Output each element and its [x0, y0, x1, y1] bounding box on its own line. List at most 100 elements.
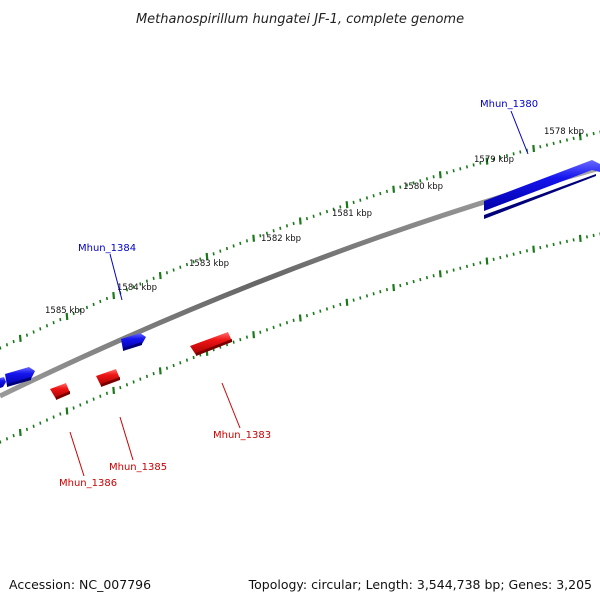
inner-tick — [492, 257, 495, 261]
inner-tick — [438, 270, 442, 278]
inner-tick — [85, 400, 89, 404]
outer-tick — [132, 285, 135, 289]
scale-label-1579: 1579 kbp — [474, 155, 514, 165]
outer-tick — [405, 183, 409, 187]
gene-label-mhun-1385: Mhun_1385 — [109, 462, 167, 473]
callout-line-mhun-1386 — [69, 431, 85, 477]
inner-tick — [79, 403, 82, 407]
outer-tick — [365, 196, 369, 200]
inner-tick — [18, 428, 22, 437]
inner-tick — [265, 328, 269, 332]
inner-tick — [99, 394, 102, 398]
outer-tick — [25, 333, 29, 337]
callout-line-mhun-1380 — [510, 110, 529, 155]
gene-mhun-1385-neighbor-forward[interactable] — [5, 367, 35, 387]
outer-tick — [325, 209, 329, 214]
outer-tick — [512, 152, 515, 156]
inner-tick — [319, 309, 322, 313]
outer-tick — [379, 191, 382, 196]
outer-tick — [105, 296, 109, 301]
gene-label-mhun-1386: Mhun_1386 — [59, 478, 117, 489]
outer-tick — [199, 257, 202, 261]
gene-mhun-1383[interactable] — [190, 332, 232, 356]
gene-mhun-1385[interactable] — [96, 369, 120, 387]
outer-tick — [565, 138, 569, 142]
gene-mhun-1380[interactable] — [484, 160, 600, 219]
scale-label-1578: 1578 kbp — [544, 127, 584, 137]
inner-tick — [425, 275, 429, 280]
inner-tick — [152, 371, 155, 376]
inner-tick — [392, 283, 396, 292]
outer-tick — [272, 229, 275, 233]
inner-tick — [45, 418, 49, 422]
inner-tick — [245, 335, 249, 339]
outer-tick — [399, 185, 402, 189]
outer-tick — [519, 150, 522, 154]
map-title: Methanospirillum hungatei JF-1, complete… — [136, 12, 464, 27]
inner-tick — [512, 252, 515, 256]
inner-tick — [399, 283, 402, 288]
outer-tick — [419, 179, 422, 183]
inner-tick — [179, 361, 182, 365]
outer-tick — [459, 167, 462, 171]
gene-mhun-1384[interactable] — [121, 333, 146, 351]
outer-tick — [532, 144, 536, 153]
outer-tick — [298, 217, 302, 225]
scale-label-1581: 1581 kbp — [332, 209, 372, 219]
outer-tick — [72, 311, 75, 316]
inner-tick — [365, 294, 369, 298]
outer-tick — [245, 239, 249, 243]
outer-tick — [225, 246, 229, 251]
gene-label-mhun-1380: Mhun_1380 — [480, 99, 538, 110]
outer-tick — [578, 133, 582, 141]
outer-tick — [172, 268, 175, 272]
outer-tick — [545, 143, 549, 147]
inner-tick — [52, 415, 55, 419]
inner-tick — [59, 412, 62, 416]
inner-tick — [158, 367, 162, 375]
inner-tick — [139, 377, 142, 381]
inner-tick — [485, 257, 489, 265]
inner-tick — [552, 242, 555, 247]
gene-edge-forward[interactable] — [0, 377, 6, 388]
inner-tick — [112, 386, 116, 395]
outer-tick — [385, 189, 389, 194]
inner-tick — [285, 321, 289, 325]
inner-tick — [252, 331, 256, 339]
scale-label-1582: 1582 kbp — [261, 234, 301, 244]
outer-tick — [65, 312, 69, 321]
outer-tick — [339, 205, 342, 209]
inner-tick — [559, 241, 562, 245]
inner-tick — [339, 302, 342, 307]
gene-mhun-1386[interactable] — [50, 383, 70, 400]
outer-tick — [572, 136, 575, 141]
inner-tick — [145, 374, 149, 379]
outer-tick — [212, 252, 215, 256]
outer-tick — [112, 291, 116, 300]
inner-tick — [592, 233, 595, 238]
outer-tick — [12, 339, 15, 344]
outer-tick — [0, 346, 2, 350]
inner-tick — [12, 433, 15, 438]
outer-tick — [505, 153, 509, 158]
outer-tick — [165, 271, 169, 275]
inner-tick — [405, 281, 409, 286]
outer-tick — [252, 234, 256, 242]
outer-tick — [445, 171, 449, 175]
inner-tick — [192, 355, 195, 360]
outer-tick — [239, 241, 242, 246]
accession-text: Accession: NC_007796 — [9, 577, 152, 592]
outer-tick — [425, 177, 429, 181]
outer-tick — [552, 141, 555, 146]
inner-tick — [525, 249, 529, 253]
outer-tick — [259, 234, 262, 238]
outer-tick — [592, 131, 595, 136]
inner-tick — [379, 290, 382, 294]
scale-label-1585: 1585 kbp — [45, 306, 85, 316]
callout-line-mhun-1383 — [221, 382, 241, 429]
outer-tick — [305, 216, 309, 221]
inner-tick — [385, 287, 389, 292]
inner-tick — [578, 234, 582, 242]
inner-tick — [239, 337, 242, 342]
